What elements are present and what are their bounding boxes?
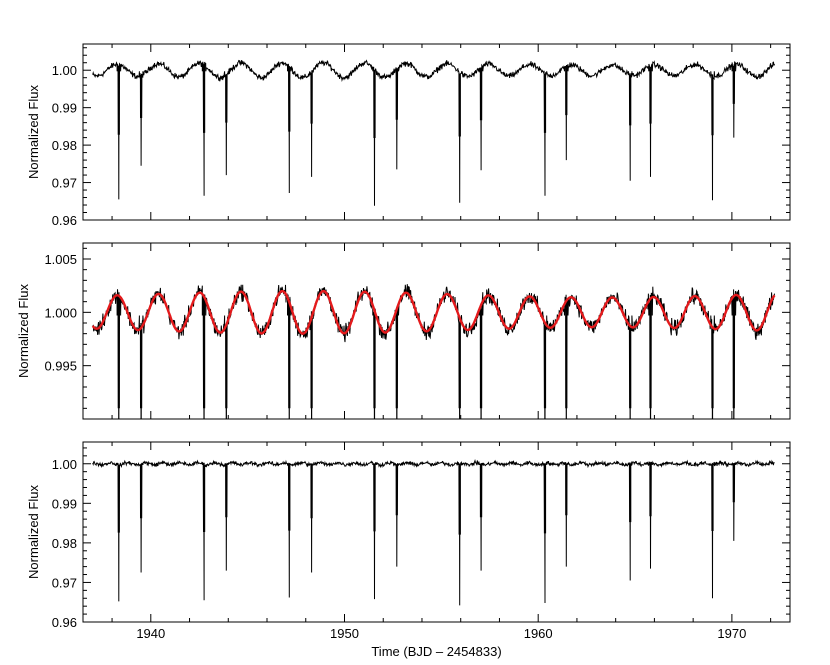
- top-panel-data: [92, 59, 775, 206]
- y-tick-label: 0.99: [52, 496, 77, 511]
- top-panel-frame: [82, 43, 791, 221]
- light-curve-line: [92, 59, 775, 206]
- middle-panel-ylabel: Normalized Flux: [16, 284, 31, 378]
- x-tick-label: 1940: [136, 626, 165, 641]
- y-tick-label: 0.97: [52, 176, 77, 191]
- panel-bottom: 1940 1950 1960 1970 0.96 0.97 0.98 0.99 1.00 Nor…: [26, 441, 791, 659]
- y-tick-label: 1.00: [52, 63, 77, 78]
- middle-panel-data: [91, 284, 776, 419]
- y-tick-label: 0.995: [44, 359, 77, 374]
- light-curve-line: [92, 458, 775, 606]
- y-tick-label: 1.005: [44, 252, 77, 267]
- top-panel-ylabel: Normalized Flux: [26, 85, 41, 179]
- y-tick-label: 0.99: [52, 101, 77, 116]
- y-tick-label: 0.98: [52, 138, 77, 153]
- bottom-panel-xlabel: Time (BJD – 2454833): [371, 644, 501, 659]
- middle-panel-frame: [82, 242, 791, 420]
- y-tick-label: 1.000: [44, 305, 77, 320]
- bottom-panel-ticks: 1940 1950 1960 1970 0.96 0.97 0.98 0.99 1.00: [52, 442, 790, 641]
- y-tick-label: 0.98: [52, 536, 77, 551]
- top-panel-ticks: 0.96 0.97 0.98 0.99 1.00: [52, 44, 790, 228]
- spot-model-line: [91, 289, 776, 335]
- panel-middle: 0.995 1.000 1.005 Normalized Flux: [16, 242, 791, 420]
- middle-panel-ticks: 0.995 1.000 1.005: [44, 243, 790, 420]
- x-tick-label: 1950: [330, 626, 359, 641]
- bottom-panel-frame: [82, 441, 791, 623]
- y-tick-label: 0.96: [52, 213, 77, 228]
- y-tick-label: 1.00: [52, 457, 77, 472]
- bottom-panel-data: [92, 458, 775, 606]
- bottom-panel-ylabel: Normalized Flux: [26, 485, 41, 579]
- panel-top: 0.96 0.97 0.98 0.99 1.00 Normalized Flux: [26, 43, 791, 228]
- x-tick-label: 1960: [524, 626, 553, 641]
- y-tick-label: 0.97: [52, 575, 77, 590]
- x-tick-label: 1970: [717, 626, 746, 641]
- y-tick-label: 0.96: [52, 615, 77, 630]
